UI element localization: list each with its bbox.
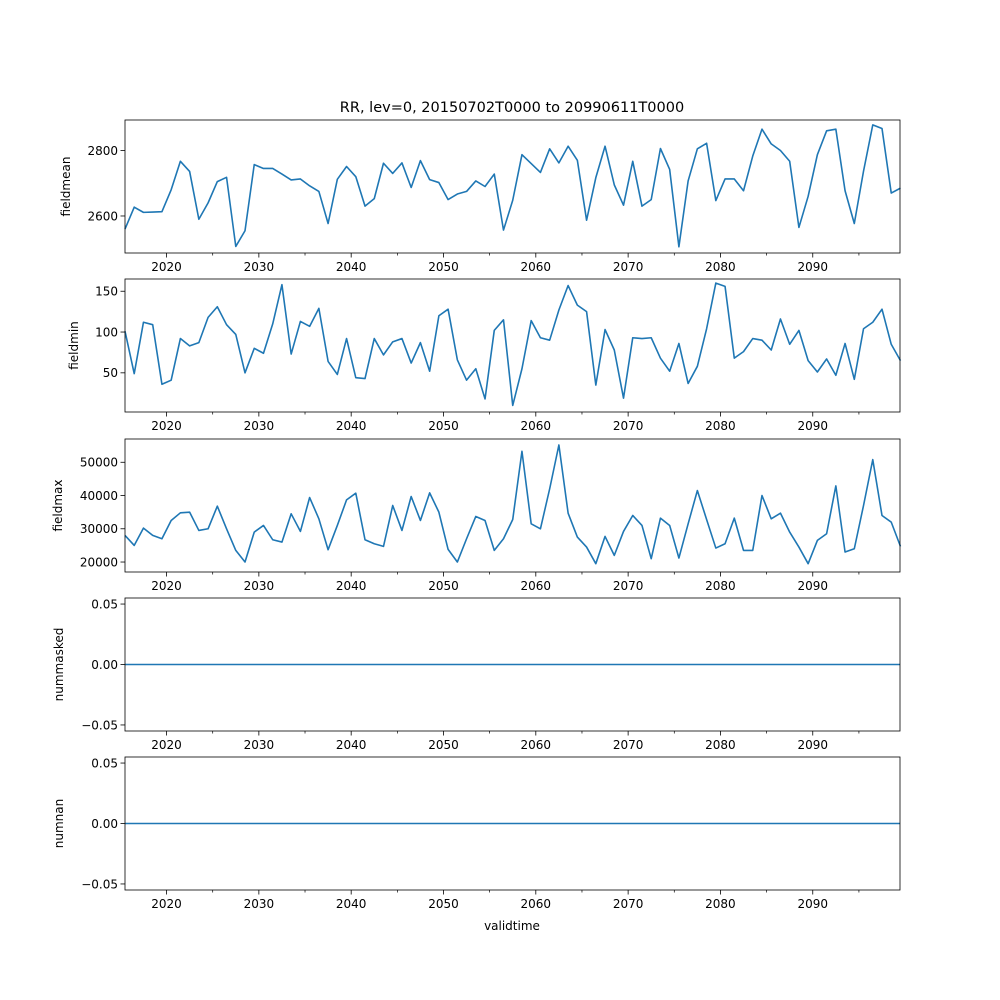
y-axis-label-numnan: numnan: [52, 799, 66, 848]
y-tick-label: 150: [95, 285, 118, 299]
x-tick-label: 2080: [705, 738, 736, 752]
x-tick-label: 2080: [705, 897, 736, 911]
series-line-fieldmax: [124, 444, 902, 565]
y-tick-label: 20000: [80, 555, 118, 569]
y-axis-label-fieldmean: fieldmean: [59, 157, 73, 217]
x-tick-label: 2030: [244, 419, 275, 433]
y-tick-label: −0.05: [81, 718, 118, 732]
subplot-fieldmin: 2020 2030 2040 2050 2060 2070 2080 2090 50 100 150…: [67, 278, 902, 433]
subplot-numnan: 2020 2030 2040 2050 2060 2070 2080 2090 −0.05 0.0…: [52, 756, 901, 911]
x-tick-label: 2050: [428, 419, 459, 433]
y-axis-label-fieldmax: fieldmax: [51, 479, 65, 531]
axes-frame: [124, 756, 901, 891]
x-tick-label: 2030: [244, 897, 275, 911]
y-axis-label-nummasked: nummasked: [52, 628, 66, 702]
axes-frame: [124, 119, 901, 254]
y-tick-label: 0.05: [91, 756, 118, 770]
x-tick-label: 2070: [613, 738, 644, 752]
x-tick-label: 2050: [428, 738, 459, 752]
x-tick-label: 2020: [151, 260, 182, 274]
y-tick-label: 50: [103, 366, 118, 380]
x-tick-label: 2040: [336, 260, 367, 274]
x-tick-label: 2060: [521, 419, 552, 433]
x-tick-label: 2080: [705, 419, 736, 433]
x-tick-label: 2060: [521, 897, 552, 911]
y-tick-label: 2800: [87, 144, 118, 158]
x-tick-label: 2080: [705, 260, 736, 274]
y-axis-label-fieldmin: fieldmin: [67, 321, 81, 370]
x-tick-label: 2060: [521, 738, 552, 752]
x-tick-label: 2040: [336, 419, 367, 433]
y-tick-label: −0.05: [81, 877, 118, 891]
y-tick-label: 50000: [80, 456, 118, 470]
x-tick-label: 2040: [336, 897, 367, 911]
x-tick-label: 2090: [797, 419, 828, 433]
y-tick-label: 40000: [80, 489, 118, 503]
axes-frame: [124, 278, 901, 413]
y-tick-label: 0.05: [91, 597, 118, 611]
series-line-fieldmin: [124, 282, 902, 407]
x-tick-label: 2090: [797, 738, 828, 752]
x-tick-label: 2050: [428, 897, 459, 911]
x-tick-label: 2090: [797, 579, 828, 593]
x-tick-label: 2070: [613, 579, 644, 593]
subplot-fieldmax: 2020 2030 2040 2050 2060 2070 2080 2090 20000 300…: [51, 438, 902, 593]
x-tick-label: 2060: [521, 579, 552, 593]
x-tick-label: 2070: [613, 260, 644, 274]
x-tick-label: 2040: [336, 738, 367, 752]
x-tick-label: 2070: [613, 419, 644, 433]
y-tick-label: 2600: [87, 209, 118, 223]
x-axis-label: validtime: [484, 919, 540, 933]
y-tick-label: 30000: [80, 522, 118, 536]
x-tick-label: 2020: [151, 579, 182, 593]
x-tick-label: 2030: [244, 260, 275, 274]
axes-frame: [124, 438, 901, 573]
x-tick-label: 2090: [797, 897, 828, 911]
chart-title: RR, lev=0, 20150702T0000 to 20990611T000…: [340, 100, 684, 116]
x-tick-label: 2020: [151, 419, 182, 433]
subplot-fieldmean: 2020 2030 2040 2050 2060 2070 2080 2090 2600 2800…: [59, 119, 901, 274]
subplot-nummasked: 2020 2030 2040 2050 2060 2070 2080 2090 −0.05 0.0…: [52, 597, 901, 752]
subplots: 2020 2030 2040 2050 2060 2070 2080 2090 2600 2800…: [51, 119, 902, 911]
x-tick-label: 2040: [336, 579, 367, 593]
x-tick-label: 2050: [428, 579, 459, 593]
x-tick-label: 2090: [797, 260, 828, 274]
axes-frame: [124, 597, 901, 732]
x-tick-label: 2050: [428, 260, 459, 274]
x-tick-label: 2020: [151, 897, 182, 911]
x-tick-label: 2020: [151, 738, 182, 752]
y-tick-label: 0.00: [91, 817, 118, 831]
x-tick-label: 2030: [244, 579, 275, 593]
x-tick-label: 2080: [705, 579, 736, 593]
x-tick-label: 2060: [521, 260, 552, 274]
y-tick-label: 100: [95, 325, 118, 339]
x-tick-label: 2030: [244, 738, 275, 752]
y-tick-label: 0.00: [91, 658, 118, 672]
x-tick-label: 2070: [613, 897, 644, 911]
series-line-fieldmean: [124, 124, 901, 248]
